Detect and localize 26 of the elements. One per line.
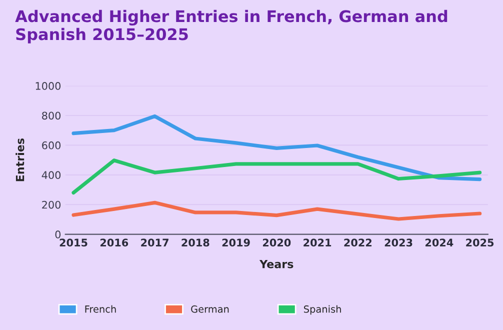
x-tick-label: 2025 xyxy=(466,238,494,247)
x-tick-label: 2024 xyxy=(425,238,454,247)
line-series xyxy=(72,200,482,221)
x-tick-label: 2016 xyxy=(100,238,128,247)
y-tick-label: 800 xyxy=(42,112,61,120)
line-series xyxy=(72,158,482,195)
y-tick-label: 400 xyxy=(42,171,61,180)
x-tick-label: 2020 xyxy=(262,238,291,247)
y-axis-title: Entries xyxy=(16,138,24,182)
y-tick-label: 200 xyxy=(42,200,61,209)
x-tick-label: 2015 xyxy=(60,238,88,247)
legend-label: German xyxy=(191,305,229,313)
y-tick-label: 0 xyxy=(55,230,61,238)
x-tick-label: 2022 xyxy=(344,238,372,247)
x-tick-label: 2023 xyxy=(384,238,412,247)
x-axis-title: Years xyxy=(259,260,294,268)
chart-title: Advanced Higher Entries in French, German and Spanish 2015–2025 xyxy=(15,10,448,44)
line-series xyxy=(72,114,482,182)
x-tick-label: 2018 xyxy=(182,238,210,247)
y-tick-label: 1000 xyxy=(36,82,61,90)
y-tick-label: 600 xyxy=(42,141,61,150)
legend-label: Spanish xyxy=(304,305,341,315)
x-tick-label: 2017 xyxy=(141,238,168,247)
x-tick-label: 2021 xyxy=(304,238,332,247)
x-tick-label: 2019 xyxy=(222,238,250,247)
legend-label: French xyxy=(85,305,116,313)
